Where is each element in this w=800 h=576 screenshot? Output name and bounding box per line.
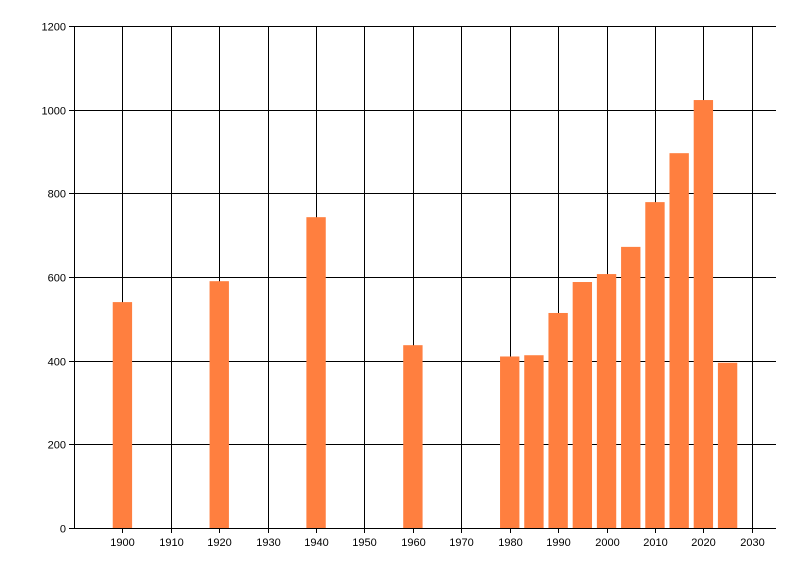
bar-1985 [524, 355, 544, 528]
bar-1900 [112, 302, 133, 528]
bar-2025 [717, 362, 738, 528]
bar-1995 [572, 282, 593, 528]
bar-2000 [596, 274, 617, 528]
x-tick-label: 1900 [110, 537, 134, 549]
bar-1980 [500, 356, 520, 528]
y-tick-label: 1200 [42, 22, 66, 34]
bar-2015 [669, 153, 689, 528]
bar-1960 [403, 345, 423, 528]
y-tick-label: 200 [48, 440, 66, 452]
x-tick-label: 1930 [256, 537, 280, 549]
bar-1940 [306, 217, 326, 528]
bar-2005 [621, 246, 641, 528]
x-tick-label: 1950 [352, 537, 376, 549]
bar-2020 [693, 100, 714, 529]
y-tick-label: 400 [48, 357, 66, 369]
y-tick-label: 600 [48, 273, 66, 285]
y-tick-labels: 0 200 400 600 800 1000 1200 [42, 22, 66, 536]
bar-1990 [548, 312, 568, 528]
x-tick-label: 1920 [207, 537, 231, 549]
y-tick-label: 800 [48, 189, 66, 201]
x-tick-label: 1910 [159, 537, 183, 549]
x-tick-label: 2010 [643, 537, 667, 549]
bar-2010 [645, 202, 665, 528]
x-tick-label: 1980 [498, 537, 522, 549]
x-tick-label: 1940 [304, 537, 328, 549]
x-tick-label: 1970 [449, 537, 473, 549]
axes [69, 26, 776, 533]
bars [112, 100, 738, 529]
bar-1920 [209, 281, 229, 528]
x-tick-label: 2030 [740, 537, 764, 549]
y-tick-label: 0 [60, 524, 66, 536]
y-tick-label: 1000 [42, 106, 66, 118]
x-tick-labels: 1900 1910 1920 1930 1940 1950 1960 1970 1980 1990… [110, 537, 764, 549]
x-tick-label: 2000 [595, 537, 619, 549]
x-tick-label: 1960 [401, 537, 425, 549]
x-tick-label: 1990 [546, 537, 570, 549]
x-tick-label: 2020 [691, 537, 715, 549]
